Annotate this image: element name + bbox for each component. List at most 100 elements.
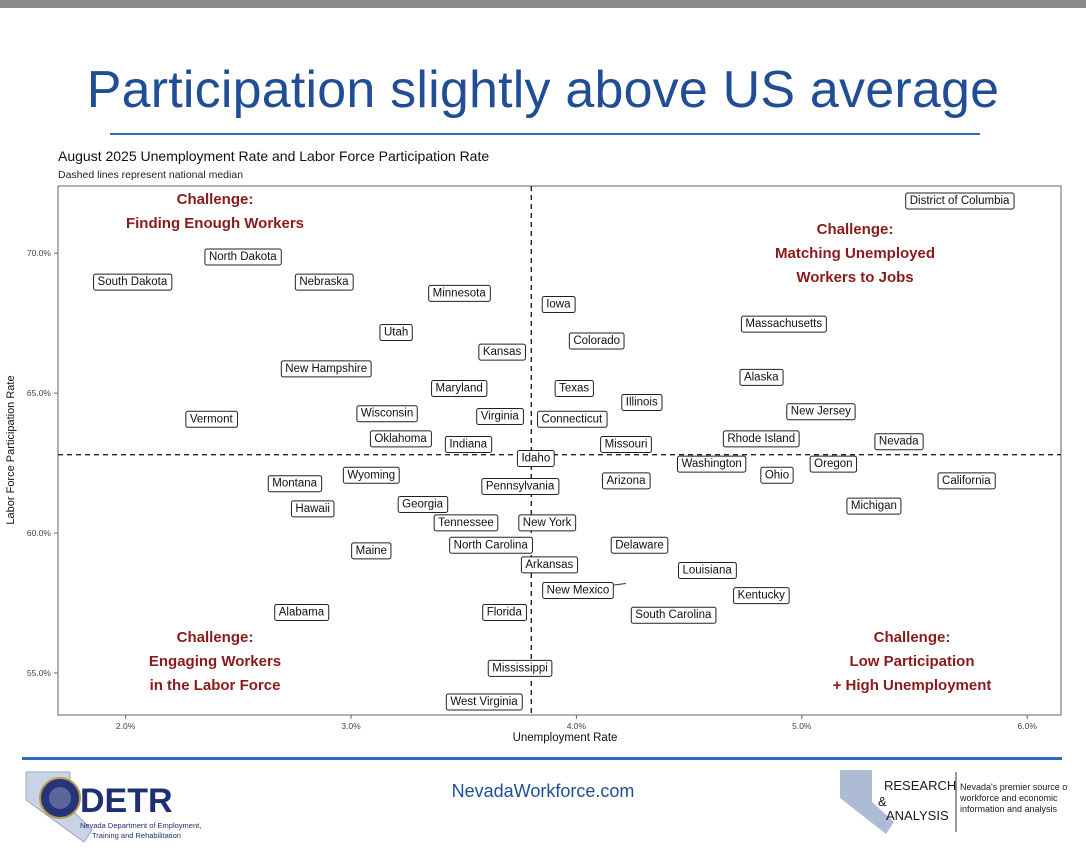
point-iowa: Iowa xyxy=(541,296,576,314)
label-text-new-york: New York xyxy=(523,517,572,529)
label-box-iowa xyxy=(541,296,576,314)
ra-analysis: ANALYSIS xyxy=(886,808,949,823)
label-text-alabama: Alabama xyxy=(279,606,325,618)
point-utah: Utah xyxy=(379,324,413,342)
label-box-tennessee xyxy=(433,514,499,532)
point-rhode-island: Rhode Island xyxy=(722,430,800,448)
state-seal-icon xyxy=(39,777,81,819)
label-box-vermont xyxy=(185,410,238,428)
footer-url[interactable]: NevadaWorkforce.com xyxy=(451,781,635,801)
label-text-oklahoma: Oklahoma xyxy=(374,433,427,445)
label-box-indiana xyxy=(444,436,493,454)
label-box-north-carolina xyxy=(449,536,533,554)
label-box-colorado xyxy=(568,332,625,350)
label-box-oklahoma xyxy=(369,430,432,448)
label-box-washington xyxy=(676,455,747,473)
point-west-virginia: West Virginia xyxy=(445,693,523,711)
label-text-hawaii: Hawaii xyxy=(295,503,330,515)
label-box-california xyxy=(937,472,996,490)
point-north-dakota: North Dakota xyxy=(204,248,282,266)
point-arizona: Arizona xyxy=(601,472,651,490)
ra-ampersand: & xyxy=(878,794,887,809)
label-box-utah xyxy=(379,324,413,342)
label-text-louisiana: Louisiana xyxy=(683,564,733,576)
detr-subtitle-2: Training and Rehabilitation xyxy=(92,831,181,840)
point-washington: Washington xyxy=(676,455,747,473)
label-text-idaho: Idaho xyxy=(521,452,550,464)
label-text-new-jersey: New Jersey xyxy=(791,406,851,418)
label-box-florida xyxy=(482,603,527,621)
title-underline xyxy=(110,133,980,135)
label-text-kentucky: Kentucky xyxy=(738,590,786,602)
quadrant-labels: Challenge: Finding Enough Workers Challeng… xyxy=(126,191,991,694)
label-text-massachusetts: Massachusetts xyxy=(745,318,822,330)
label-box-texas xyxy=(554,380,594,398)
point-georgia: Georgia xyxy=(397,495,449,513)
point-tennessee: Tennessee xyxy=(433,514,499,532)
label-box-north-dakota xyxy=(204,248,282,266)
point-kansas: Kansas xyxy=(478,343,526,361)
point-colorado: Colorado xyxy=(568,332,625,350)
label-text-arkansas: Arkansas xyxy=(525,559,573,571)
point-virginia: Virginia xyxy=(476,408,524,426)
label-box-georgia xyxy=(397,495,449,513)
detr-logo: DETR Nevada Department of Employment, Tr… xyxy=(25,771,201,843)
point-pennsylvania: Pennsylvania xyxy=(481,477,560,495)
label-text-nebraska: Nebraska xyxy=(299,276,349,288)
label-text-nevada: Nevada xyxy=(879,436,919,448)
plot-area xyxy=(57,185,1062,716)
label-box-new-york xyxy=(518,514,577,532)
label-box-new-jersey xyxy=(786,403,856,421)
label-text-kansas: Kansas xyxy=(483,346,522,358)
point-vermont: Vermont xyxy=(185,410,238,428)
y-tick-label: 70.0% xyxy=(27,248,52,258)
label-box-kansas xyxy=(478,343,526,361)
y-tick-label: 60.0% xyxy=(27,528,52,538)
chart-title: August 2025 Unemployment Rate and Labor … xyxy=(58,148,489,164)
point-idaho: Idaho xyxy=(516,449,555,467)
label-text-oregon: Oregon xyxy=(814,458,852,470)
label-box-ohio xyxy=(760,466,794,484)
ra-tagline-1: Nevada's premier source of xyxy=(960,782,1068,792)
label-box-oregon xyxy=(809,455,858,473)
label-box-rhode-island xyxy=(722,430,800,448)
label-box-kentucky xyxy=(733,587,790,605)
point-oklahoma: Oklahoma xyxy=(369,430,432,448)
point-district-of-columbia: District of Columbia xyxy=(905,192,1015,210)
label-box-arkansas xyxy=(520,556,579,574)
label-box-virginia xyxy=(476,408,524,426)
scatter-chart: August 2025 Unemployment Rate and Labor … xyxy=(5,148,1062,744)
x-axis-title: Unemployment Rate xyxy=(513,732,618,744)
point-connecticut: Connecticut xyxy=(537,410,608,428)
detr-subtitle-1: Nevada Department of Employment, xyxy=(80,821,201,830)
point-montana: Montana xyxy=(267,475,323,493)
ra-research: RESEARCH xyxy=(884,778,956,793)
label-text-west-virginia: West Virginia xyxy=(450,696,518,708)
quadrant-label-bottom-left: Challenge: Engaging Workers in the Labor F… xyxy=(149,629,281,694)
point-missouri: Missouri xyxy=(600,436,652,454)
label-box-montana xyxy=(267,475,323,493)
y-axis-title: Labor Force Participation Rate xyxy=(5,375,17,524)
point-hawaii: Hawaii xyxy=(290,500,335,518)
slide-title: Participation slightly above US average xyxy=(86,61,1000,119)
label-text-minnesota: Minnesota xyxy=(433,287,487,299)
point-new-hampshire: New Hampshire xyxy=(280,360,372,378)
y-tick-label: 55.0% xyxy=(27,668,52,678)
point-nebraska: Nebraska xyxy=(294,273,354,291)
label-box-new-mexico xyxy=(542,581,614,599)
label-text-new-hampshire: New Hampshire xyxy=(285,363,367,375)
quadrant-label-bottom-right: Challenge: Low Participation + High Unempl… xyxy=(833,629,992,694)
top-border xyxy=(0,0,1086,8)
point-louisiana: Louisiana xyxy=(678,561,737,579)
point-oregon: Oregon xyxy=(809,455,858,473)
label-text-south-carolina: South Carolina xyxy=(635,609,712,621)
point-new-york: New York xyxy=(518,514,577,532)
quadrant-label-top-left: Challenge: Finding Enough Workers xyxy=(126,191,304,232)
label-text-connecticut: Connecticut xyxy=(542,413,604,425)
label-box-wisconsin xyxy=(356,405,418,423)
point-florida: Florida xyxy=(482,603,527,621)
label-box-pennsylvania xyxy=(481,477,560,495)
label-box-west-virginia xyxy=(445,693,523,711)
label-text-florida: Florida xyxy=(487,606,523,618)
label-box-connecticut xyxy=(537,410,608,428)
